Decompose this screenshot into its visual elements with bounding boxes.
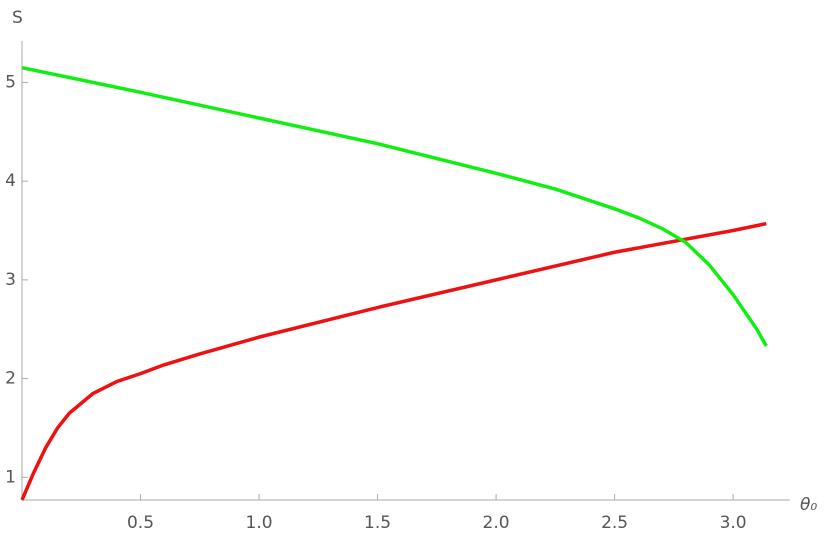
y-axis-label: S [12,8,23,28]
x-tick-label: 0.5 [127,513,154,533]
x-tick-label: 1.0 [246,513,273,533]
x-tick-label: 3.0 [720,513,747,533]
x-tick-label: 2.0 [483,513,510,533]
data-line [21,65,768,347]
y-tick-label: 5 [5,72,16,92]
y-tick-label: 3 [5,270,16,290]
x-tick-label: 2.5 [601,513,628,533]
y-tick-label: 1 [5,467,16,487]
data-line [20,221,767,501]
x-axis-label: θ₀ [800,495,817,515]
y-tick-label: 2 [5,369,16,389]
y-tick-label: 4 [5,171,16,191]
x-tick-label: 1.5 [364,513,391,533]
